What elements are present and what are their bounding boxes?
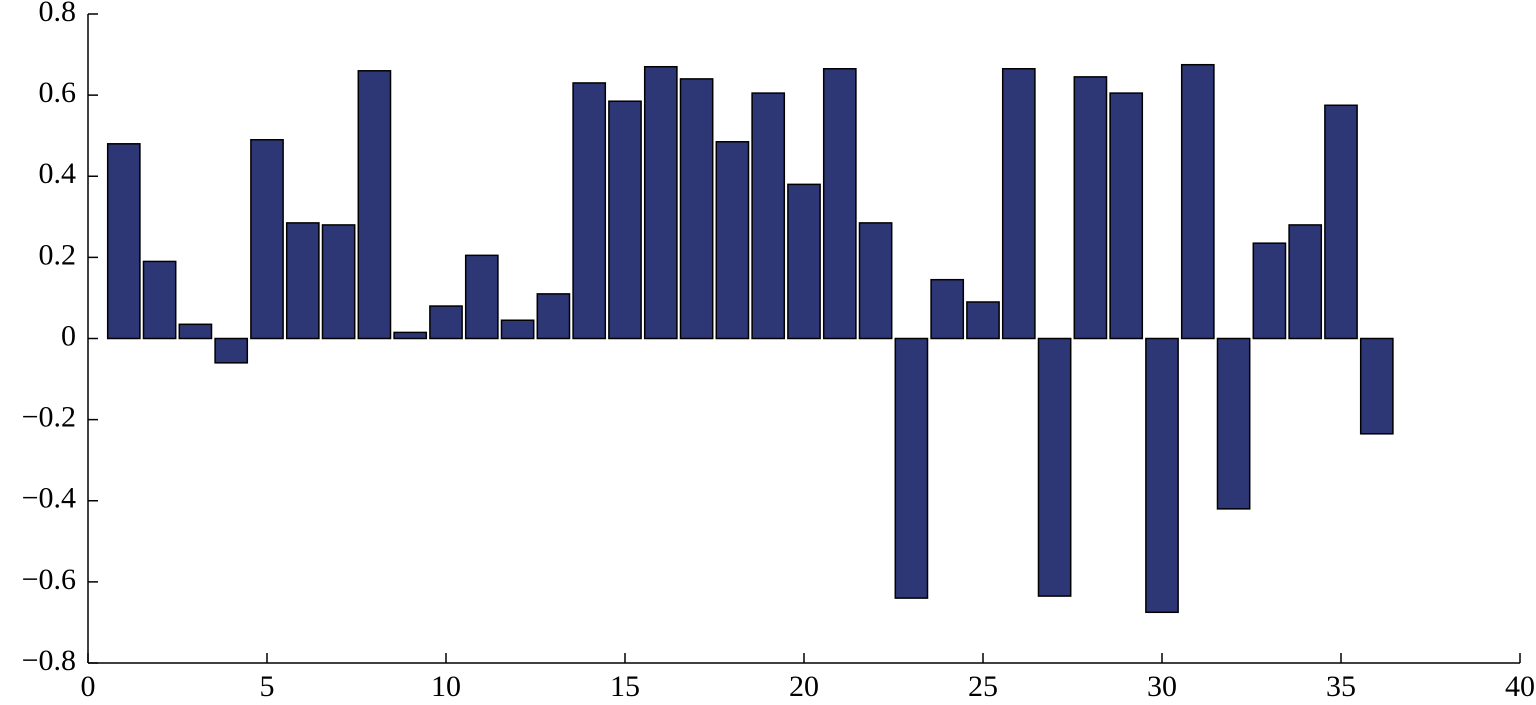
x-tick-label: 5 [260,670,275,703]
bar [464,254,499,340]
bar [751,92,786,340]
bar [500,319,535,340]
bar [321,224,356,340]
y-tick-label: −0.6 [22,563,76,596]
bar [1109,92,1144,340]
y-tick-label: −0.2 [22,401,76,434]
bar [357,70,392,340]
bar [858,222,893,340]
bar [1037,337,1072,597]
bar [894,337,929,599]
bar [608,100,642,340]
bar [679,78,714,340]
x-tick-label: 40 [1505,670,1535,703]
bar [106,143,141,340]
bar [572,82,607,340]
bar [142,260,177,340]
x-tick-label: 0 [81,670,96,703]
y-tick-label: 0.6 [39,76,77,109]
y-tick-label: 0 [61,319,76,352]
bar [178,323,213,340]
x-tick-label: 30 [1147,670,1177,703]
bar [787,183,821,340]
y-tick-label: 0.8 [39,0,77,28]
bar [822,68,857,340]
bar [1145,337,1179,614]
bar [1324,104,1358,340]
bar [250,138,284,340]
bar [1288,224,1323,340]
bar [393,331,428,340]
x-tick-label: 10 [431,670,461,703]
bar [536,293,571,340]
bar [429,305,463,340]
x-tick-label: 25 [968,670,998,703]
x-tick-label: 20 [789,670,819,703]
bar [643,65,678,340]
x-tick-label: 35 [1326,670,1356,703]
bar [1252,242,1287,340]
bar [1001,68,1036,340]
y-tick-label: 0.2 [39,238,77,271]
y-tick-label: −0.8 [22,644,76,677]
y-tick-label: −0.4 [22,482,76,515]
bar [285,222,320,340]
bar [1073,76,1108,340]
bar [966,301,1000,340]
bar [1180,63,1215,340]
y-tick-label: 0.4 [39,157,77,190]
bar [1359,337,1394,435]
bar [930,278,965,340]
x-tick-label: 15 [610,670,640,703]
bar [715,141,750,340]
bar [214,337,249,364]
bar [1216,337,1251,510]
